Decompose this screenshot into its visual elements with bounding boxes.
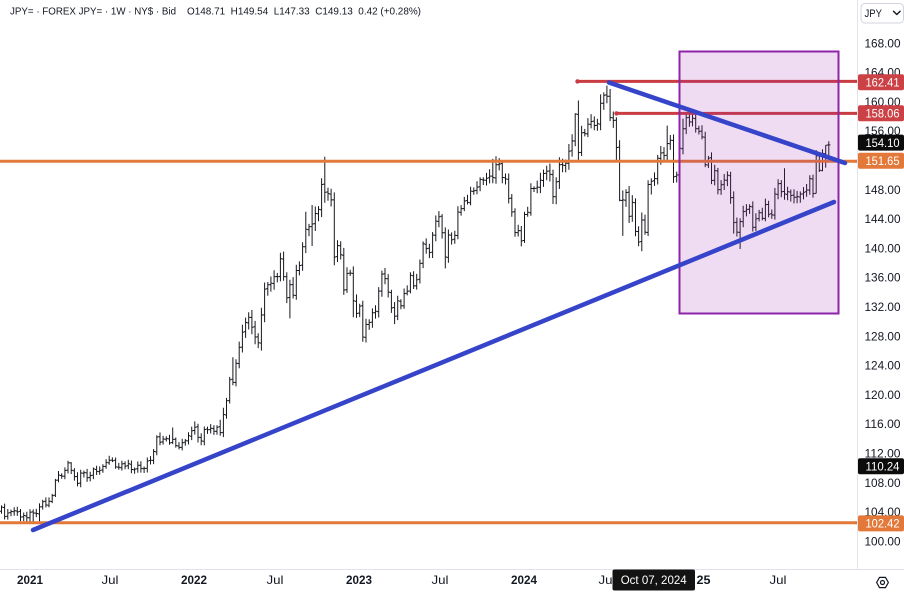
svg-text:144.00: 144.00	[865, 212, 901, 226]
svg-text:158.06: 158.06	[866, 107, 900, 121]
svg-text:102.42: 102.42	[866, 517, 900, 531]
svg-text:JPY: JPY	[865, 8, 883, 20]
svg-text:124.00: 124.00	[865, 359, 901, 373]
svg-text:JPY= · FOREX JPY= · 1W · NY$ ·: JPY= · FOREX JPY= · 1W · NY$ · Bid	[10, 6, 176, 17]
svg-text:108.00: 108.00	[865, 476, 901, 490]
svg-text:128.00: 128.00	[865, 329, 901, 343]
svg-text:112.00: 112.00	[865, 447, 901, 461]
svg-text:148.00: 148.00	[865, 183, 901, 197]
svg-text:132.00: 132.00	[865, 300, 901, 314]
svg-text:151.65: 151.65	[866, 154, 900, 168]
svg-text:162.41: 162.41	[866, 76, 900, 90]
svg-text:168.00: 168.00	[865, 36, 901, 50]
svg-text:116.00: 116.00	[865, 417, 901, 431]
svg-text:Jul: Jul	[770, 573, 787, 587]
svg-text:2024: 2024	[511, 573, 537, 587]
svg-text:140.00: 140.00	[865, 241, 901, 255]
svg-text:120.00: 120.00	[865, 388, 901, 402]
svg-text:2022: 2022	[181, 573, 207, 587]
svg-text:110.24: 110.24	[866, 459, 900, 473]
svg-text:Jul: Jul	[267, 573, 284, 587]
svg-text:25: 25	[697, 573, 711, 587]
svg-text:Jul: Jul	[102, 573, 119, 587]
svg-text:O148.71 H149.54 L147.33 C14: O148.71 H149.54 L147.33 C149.13 0.42 (+0…	[187, 6, 421, 17]
svg-text:2023: 2023	[346, 573, 372, 587]
svg-text:Jul: Jul	[599, 573, 616, 587]
svg-text:154.10: 154.10	[866, 136, 900, 150]
svg-text:Jul: Jul	[432, 573, 449, 587]
svg-text:100.00: 100.00	[865, 534, 901, 548]
svg-text:136.00: 136.00	[865, 271, 901, 285]
svg-text:2021: 2021	[17, 573, 43, 587]
svg-text:Oct 07, 2024: Oct 07, 2024	[621, 573, 687, 587]
